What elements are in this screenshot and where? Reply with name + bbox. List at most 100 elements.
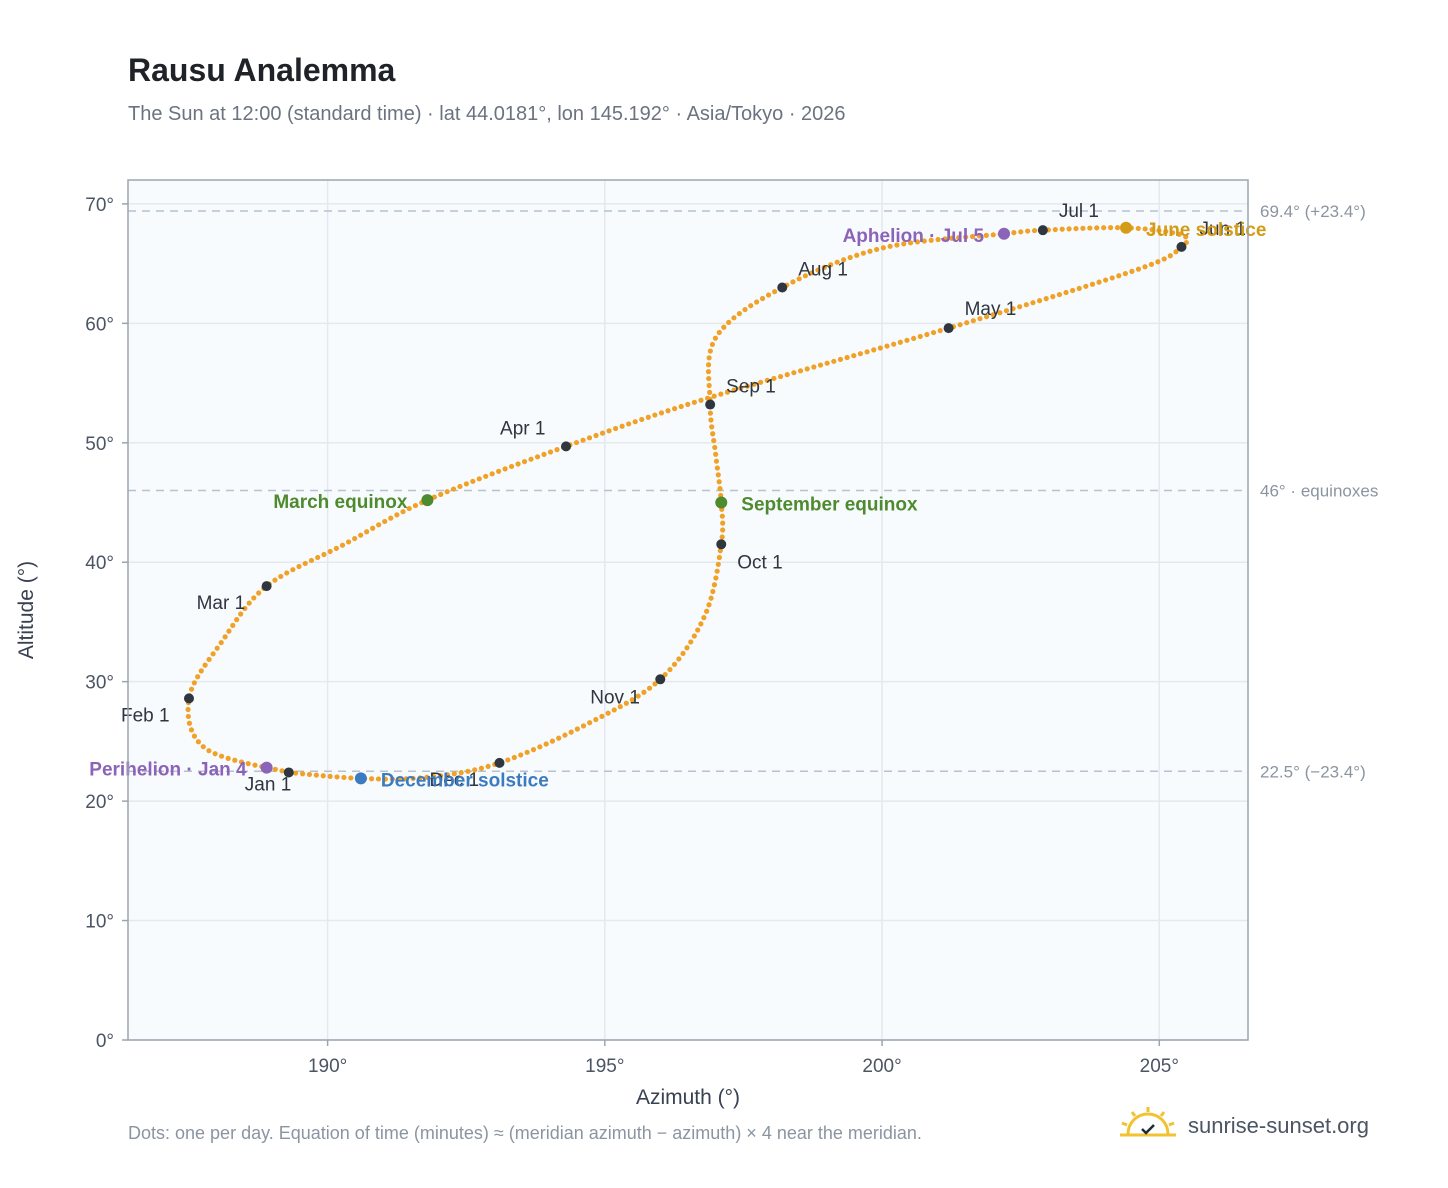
daily-dot [617,704,623,710]
daily-dot [222,634,228,640]
daily-dot [709,424,715,430]
month-markers: Jan 1 Feb 1 Mar 1 Apr 1 May 1 Jun 1 Jul 1 Aug 1… [121,201,1246,795]
daily-dot [1167,253,1173,259]
daily-dot [719,513,725,519]
daily-dot [1003,308,1010,314]
daily-dot [874,246,880,253]
daily-dot [234,617,240,623]
daily-dot [218,639,224,646]
daily-dot [671,661,678,667]
daily-dot [230,622,236,628]
daily-dot [226,628,232,634]
daily-dot [684,645,690,651]
month-point [261,581,272,592]
daily-dot [901,241,907,247]
daily-dot [541,451,547,457]
daily-dot [1056,291,1063,298]
daily-dot [751,381,757,387]
daily-dot [549,738,556,744]
daily-dot [716,479,722,485]
daily-dot [1025,228,1031,234]
daily-dot [574,726,580,732]
daily-dot [772,289,778,295]
daily-dot [704,608,710,614]
plot-area [128,180,1248,1040]
daily-dot [976,233,983,239]
daily-dot [709,341,715,348]
daily-dot [593,716,599,723]
daily-dot [1114,225,1121,231]
daily-dot [964,320,970,326]
reference-lines: 69.4° (+23.4°) 46° · equinoxes 22.5° (−23.… [128,202,1378,781]
event-label: Aphelion · Jul 5 [843,226,985,247]
daily-dot [824,360,830,366]
daily-dot [680,650,686,657]
daily-dot [695,627,701,633]
daily-dot [710,588,716,595]
month-label: Oct 1 [737,552,782,573]
daily-dot [629,697,635,703]
daily-dot [837,356,844,362]
daily-dot [790,279,796,285]
daily-dot [718,391,724,397]
event-label: September equinox [741,495,918,516]
daily-dot [252,762,258,768]
daily-dot [451,771,457,777]
event-point [354,772,367,785]
month-point [561,441,572,452]
daily-dot [937,328,943,334]
event-label: December solstice [381,770,549,791]
daily-dot [1148,261,1155,267]
daily-dot [238,611,244,617]
daily-dot [970,318,976,324]
daily-dot [726,319,732,325]
chart-subtitle: The Sun at 12:00 (standard time) · lat 4… [128,103,846,125]
daily-dot [611,707,617,713]
daily-dot [688,639,694,645]
daily-dot [1183,234,1189,240]
daily-dot [1073,225,1079,232]
daily-dot [232,757,238,763]
daily-dot [376,522,382,528]
daily-dot [676,656,682,662]
daily-dot [708,417,714,423]
daily-dot [691,633,697,639]
brand[interactable]: sunrise-sunset.org [1120,1100,1369,1152]
daily-dot [195,739,202,745]
x-tick-label: 200° [862,1056,901,1077]
month-label: Jun 1 [1199,219,1245,240]
daily-dot [358,532,364,538]
daily-dot [530,747,537,753]
daily-dot [924,331,930,338]
daily-dot [465,768,471,774]
daily-dot [483,473,489,479]
event-point [715,496,728,509]
daily-dot [431,773,437,780]
daily-dot [828,262,834,268]
daily-dot [667,666,673,673]
daily-dot [759,295,766,302]
daily-dot [802,273,808,279]
daily-dot [930,329,937,336]
daily-dot [1089,281,1096,287]
daily-dot [871,347,877,353]
daily-dot [599,713,605,719]
y-tick-label: 60° [85,314,114,335]
daily-dot [632,419,638,425]
daily-dot [251,595,257,601]
daily-dot [821,264,827,270]
month-label: Nov 1 [590,687,640,708]
event-label: Perihelion · Jan 4 [89,760,247,781]
month-point [655,674,666,685]
reference-line-label: 46° · equinoxes [1260,482,1378,501]
daily-dot [711,437,717,444]
daily-dot [641,689,647,695]
daily-dot [593,432,599,439]
daily-dot [652,412,658,418]
daily-dot [188,727,195,733]
daily-dot [606,428,612,434]
daily-dot [368,776,375,782]
daily-dot [341,774,347,781]
daily-dot [299,771,306,777]
